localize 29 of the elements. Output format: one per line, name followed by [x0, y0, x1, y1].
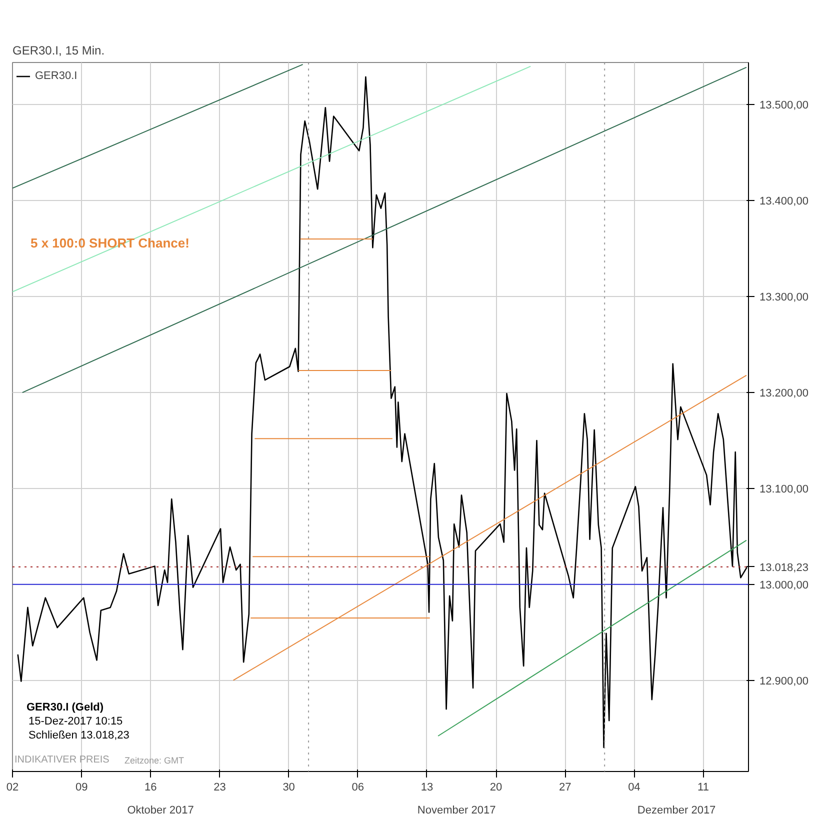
annotation: 15-Dez-2017 10:15 [28, 716, 123, 728]
x-tick-label: 30 [282, 782, 295, 794]
y-tick-label: 13.400,00 [760, 196, 808, 208]
chart-title: GER30.I, 15 Min. [12, 44, 105, 58]
text: Oktober 2017 [127, 804, 194, 816]
x-tick-label: 09 [75, 782, 88, 794]
annotation: Zeitzone: GMT [124, 756, 185, 766]
x-tick-label: 04 [628, 782, 640, 794]
ref-line-label: 13.018,23 [760, 562, 808, 574]
y-tick-label: 13.300,00 [760, 292, 808, 304]
y-tick-label: 13.100,00 [760, 483, 808, 496]
annotation: GER30.I (Geld) [26, 702, 104, 714]
y-tick-label: 12.900,00 [760, 675, 808, 688]
y-tick-label: 13.500,00 [760, 100, 808, 112]
text: November 2017 [417, 804, 496, 816]
annotation: INDIKATIVER PREIS [14, 754, 110, 766]
x-tick-label: 13 [420, 782, 434, 794]
x-tick-label: 06 [352, 782, 364, 794]
text: Dezember 2017 [637, 804, 716, 816]
legend-label: GER30.I [35, 70, 78, 82]
x-tick-label: 02 [6, 782, 19, 794]
y-tick-label: 13.000,00 [760, 579, 808, 592]
x-tick-label: 20 [490, 782, 502, 794]
y-tick-label: 13.200,00 [760, 388, 808, 400]
x-tick-label: 27 [559, 782, 572, 794]
x-tick-label: 16 [144, 782, 157, 794]
x-tick-label: 23 [214, 782, 226, 794]
annotation: Schließen 13.018,23 [28, 730, 130, 742]
x-tick-label: 11 [698, 782, 709, 794]
